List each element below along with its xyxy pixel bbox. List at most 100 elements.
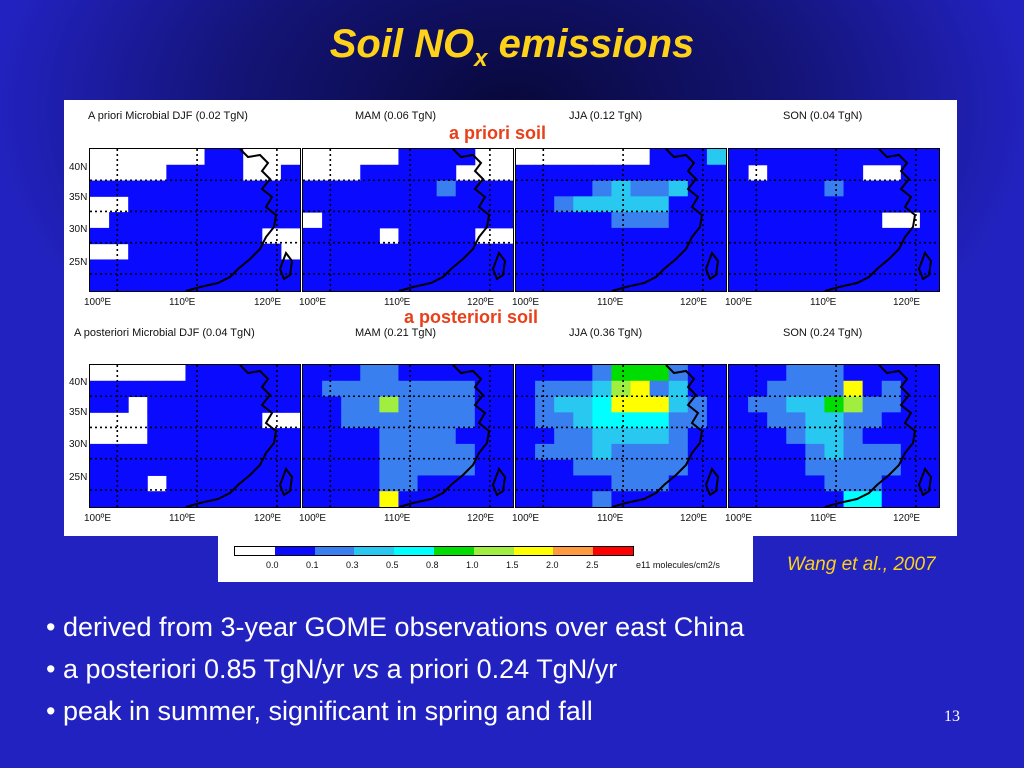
map-cell xyxy=(900,259,921,276)
map-cell xyxy=(341,396,361,413)
map-cell xyxy=(261,243,282,260)
map-cell xyxy=(204,459,225,476)
map-cell xyxy=(360,412,380,429)
map-cell xyxy=(573,491,593,507)
map-cell xyxy=(592,459,612,476)
map-cell xyxy=(147,212,167,229)
map-cell xyxy=(417,243,438,260)
colorbar-tick: 0.1 xyxy=(306,560,319,570)
map-cell xyxy=(90,443,110,461)
map-cell xyxy=(786,212,806,229)
map-cell xyxy=(223,243,244,260)
map-cell xyxy=(341,428,361,445)
map-cell xyxy=(687,259,708,276)
lon-label: 110ºE xyxy=(810,513,837,524)
map-cell xyxy=(611,412,632,429)
map-cell xyxy=(90,459,110,476)
map-grid xyxy=(729,365,939,507)
map-cell xyxy=(767,443,787,461)
map-cell xyxy=(322,275,342,291)
map-cell xyxy=(204,243,225,260)
map-cell xyxy=(630,180,651,197)
map-cell xyxy=(767,475,787,492)
map-cell xyxy=(592,475,612,492)
map-cell xyxy=(360,428,380,445)
page-number: 13 xyxy=(944,708,960,725)
map-cell xyxy=(535,459,555,476)
map-cell xyxy=(687,243,708,260)
map-cell xyxy=(516,243,536,260)
coastline xyxy=(611,149,704,291)
map-cell xyxy=(303,396,323,413)
map-cell xyxy=(261,491,282,507)
map-cell xyxy=(554,196,574,213)
map-cell xyxy=(748,227,768,245)
map-cell xyxy=(843,443,864,461)
panel-title: JJA (0.12 TgN) xyxy=(569,110,643,122)
map-cell xyxy=(881,428,902,445)
map-cell xyxy=(493,491,513,507)
map-cell xyxy=(436,475,457,492)
lon-label: 110ºE xyxy=(597,513,624,524)
map-cell xyxy=(668,196,689,213)
map-cell xyxy=(687,275,708,291)
map-cell xyxy=(767,275,787,291)
map-cell xyxy=(900,180,921,197)
map-cell xyxy=(843,475,864,492)
overlay-label-prior: a priori soil xyxy=(449,123,547,143)
map-cell xyxy=(535,164,555,182)
map-cell xyxy=(668,275,689,291)
map-cell xyxy=(474,396,495,413)
map-cell xyxy=(668,243,689,260)
map-cell xyxy=(398,180,419,197)
map-cell xyxy=(398,243,419,260)
map-cell xyxy=(360,396,380,413)
map-cell xyxy=(706,275,726,291)
map-cell xyxy=(554,275,574,291)
lon-label: 100ºE xyxy=(725,513,753,524)
map-cell xyxy=(535,227,555,245)
map-cell xyxy=(455,443,476,461)
map-cell xyxy=(223,491,244,507)
map-cell xyxy=(729,475,749,492)
coastline xyxy=(185,149,278,291)
map-cell xyxy=(493,180,513,197)
map-cell xyxy=(706,365,726,382)
map-cell xyxy=(474,259,495,276)
map-cell xyxy=(573,365,593,382)
map-cell xyxy=(668,396,689,413)
map-cell xyxy=(767,196,787,213)
map-cell xyxy=(436,196,457,213)
map-cell xyxy=(242,491,263,507)
map-cell xyxy=(280,212,300,229)
map-cell xyxy=(128,243,148,260)
map-cell xyxy=(706,396,726,413)
map-cell xyxy=(166,443,186,461)
map-cell xyxy=(862,365,883,382)
colorbar-swatch xyxy=(553,547,594,555)
map-cell xyxy=(748,475,768,492)
map-cell xyxy=(185,196,206,213)
map-cell xyxy=(611,365,632,382)
map-cell xyxy=(592,428,612,445)
map-cell xyxy=(341,365,361,382)
map-cell xyxy=(786,365,806,382)
map-cell xyxy=(611,428,632,445)
map-cell xyxy=(706,428,726,445)
map-cell xyxy=(554,428,574,445)
map-cell xyxy=(786,227,806,245)
map-cell xyxy=(398,459,419,476)
map-cell xyxy=(322,459,342,476)
map-cell xyxy=(436,164,457,182)
map-cell xyxy=(417,196,438,213)
map-cell xyxy=(824,227,845,245)
map-cell xyxy=(862,149,883,166)
map-cell xyxy=(919,412,939,429)
lon-label: 120ºE xyxy=(254,297,282,308)
map-cell xyxy=(767,164,787,182)
map-grid xyxy=(516,365,726,507)
coastline xyxy=(824,365,917,507)
map-cell xyxy=(147,243,167,260)
map-cell xyxy=(729,380,749,398)
map-cell xyxy=(649,459,670,476)
